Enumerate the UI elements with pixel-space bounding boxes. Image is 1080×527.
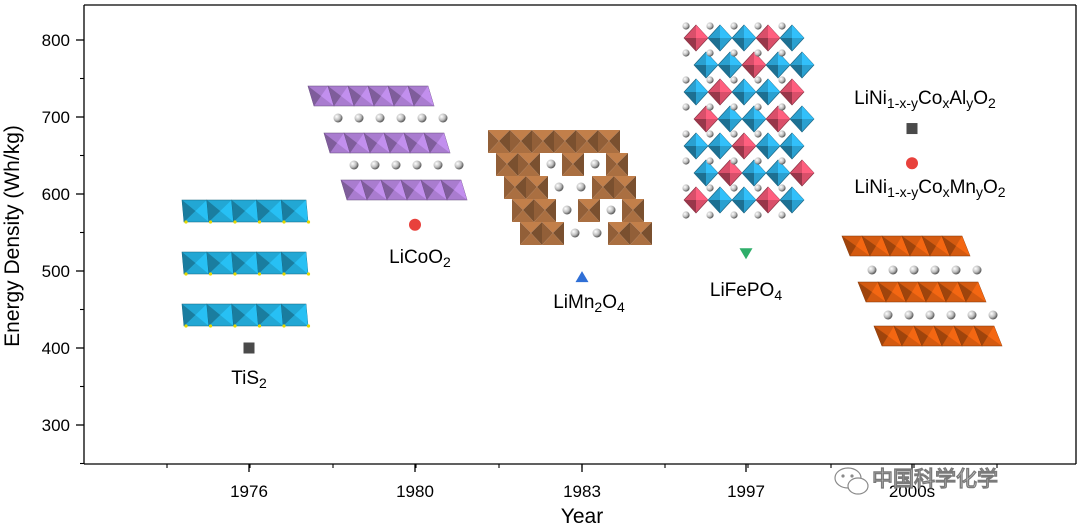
data-marker-3 [739,248,753,260]
nmc-structure [841,235,1003,347]
x-axis-title: Year [561,505,603,527]
material-label-3: LiFePO4 [710,280,782,303]
material-label-4: LiNi1-x-yCoxAlyO2 [854,88,996,111]
x-tick-label: 1980 [396,482,434,501]
licoo2-structure [307,85,468,201]
lifepo4-structure [682,22,815,219]
x-tick-label: 1983 [563,482,601,501]
y-ticks: 300 400 500 600 700 800 [42,31,84,465]
y-tick-label: 600 [42,185,70,204]
material-labels: TiS2 LiCoO2 LiMn2O4 LiFePO4 LiNi1-x-yCoxAlyO… [231,88,1006,391]
material-label-2: LiMn2O4 [553,292,625,315]
material-label-1: LiCoO2 [389,247,451,270]
data-marker-5 [906,157,918,170]
y-axis-title: Energy Density (Wh/kg) [1,125,24,347]
x-ticks: 1976 1980 1983 1997 2000s [166,464,998,501]
data-markers [243,123,918,354]
data-marker-4 [906,123,918,135]
y-tick-label: 400 [42,339,70,358]
x-tick-label: 1976 [230,482,268,501]
watermark: 中国科学化学 [834,467,998,495]
data-marker-0 [243,342,255,354]
data-marker-2 [575,271,589,283]
y-tick-label: 700 [42,108,70,127]
material-label-0: TiS2 [231,368,267,391]
crystal-structure-illustrations [181,22,1003,347]
x-tick-label: 1997 [727,482,765,501]
x-tick-label: 2000s [889,482,935,501]
limn2o4-structure [488,130,652,245]
y-tick-label: 300 [42,416,70,435]
y-tick-label: 800 [42,31,70,50]
material-label-5: LiNi1-x-yCoxMnyO2 [854,177,1005,200]
wechat-icon [834,467,869,495]
watermark-text: 中国科学化学 [872,467,998,491]
y-tick-label: 500 [42,262,70,281]
tis2-structure [181,199,311,328]
data-marker-1 [409,218,421,231]
